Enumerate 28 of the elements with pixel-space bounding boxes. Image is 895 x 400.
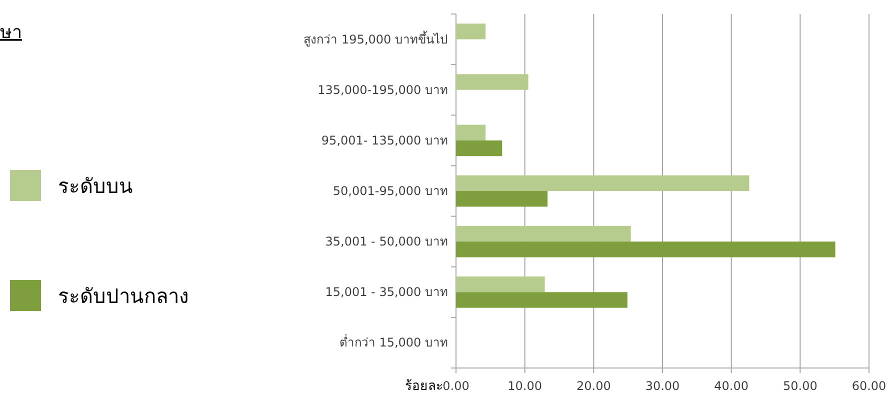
x-tick-label: 50.00: [782, 379, 818, 393]
y-tick-label: 35,001 - 50,000 บาท: [325, 234, 448, 249]
bar: [456, 124, 486, 140]
bar: [456, 191, 548, 207]
x-tick-label: 0.00: [442, 379, 470, 393]
bar: [456, 276, 545, 292]
y-tick-label: 15,001 - 35,000 บาท: [325, 285, 448, 300]
y-tick-label: 50,001-95,000 บาท: [332, 184, 448, 198]
y-tick-label: 135,000-195,000 บาท: [318, 82, 448, 97]
bar: [456, 74, 528, 90]
bar: [456, 140, 502, 156]
bar: [456, 226, 631, 242]
x-tick-label: 20.00: [576, 379, 611, 393]
bar: [456, 292, 628, 308]
y-tick-label: 95,001- 135,000 บาท: [321, 133, 448, 148]
x-tick-label: 40.00: [714, 379, 749, 393]
y-tick-label: ต่ำกว่า 15,000 บาท: [339, 334, 448, 350]
x-tick-label: 30.00: [645, 379, 680, 393]
x-axis-title: ร้อยละ: [405, 379, 443, 394]
bar: [456, 242, 836, 258]
bar: [456, 175, 750, 191]
x-tick-label: 60.00: [852, 379, 886, 393]
legend-label: ระดับบน: [58, 174, 133, 198]
x-tick-label: 10.00: [508, 379, 542, 393]
y-tick-label: สูงกว่า 195,000 บาทขึ้นไป: [304, 30, 448, 48]
bar: [456, 24, 486, 40]
legend-label: ระดับปานกลาง: [58, 284, 189, 308]
text: ษา: [0, 22, 22, 43]
